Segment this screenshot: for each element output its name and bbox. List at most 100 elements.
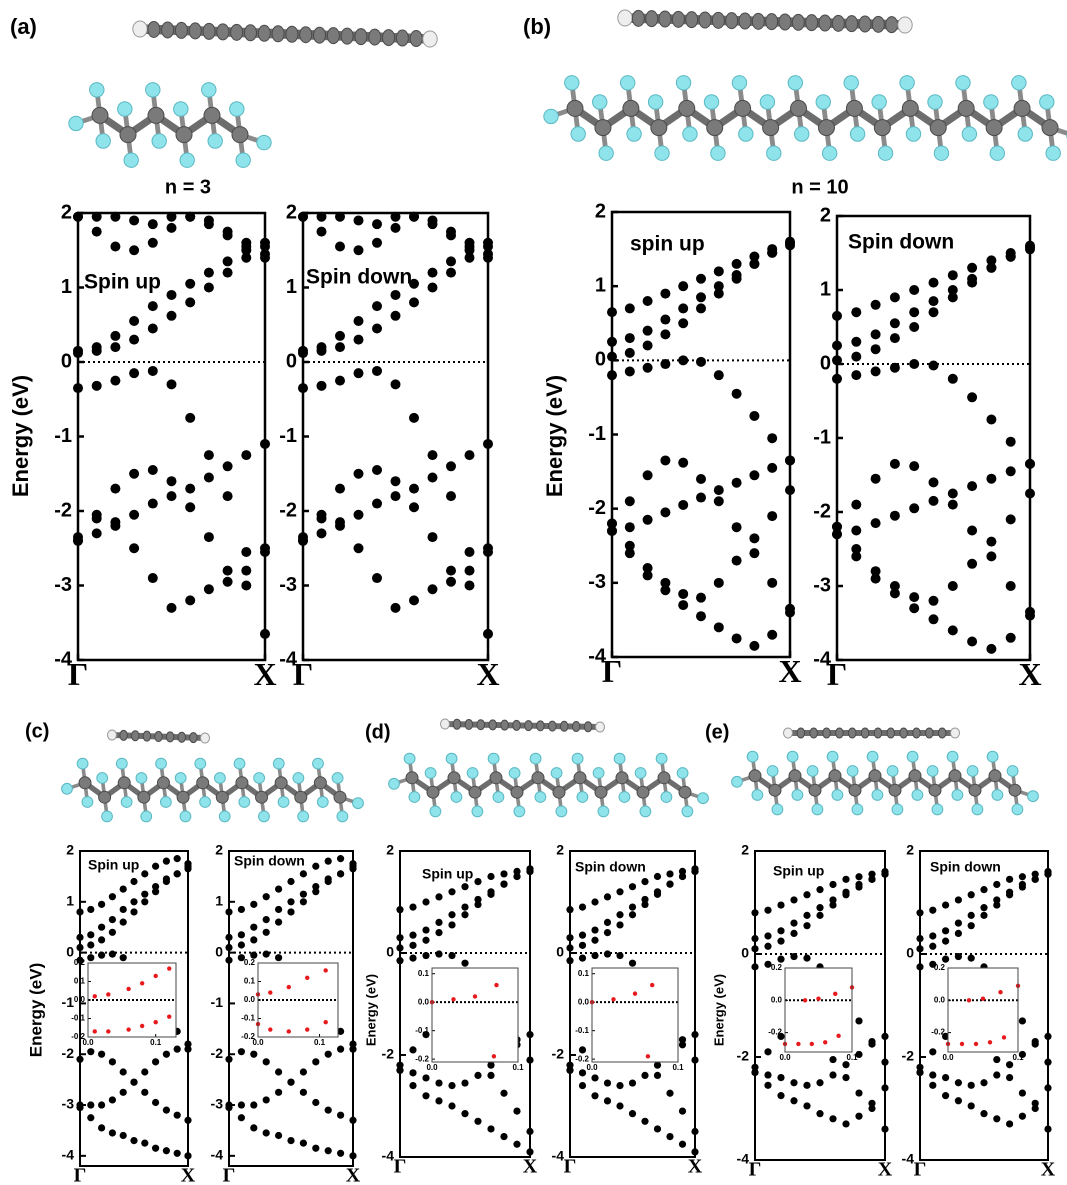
y-tick-label: 2 — [386, 842, 394, 858]
band-point — [654, 891, 661, 898]
band-point — [250, 1101, 257, 1108]
fluorine-atom — [1040, 95, 1054, 109]
carbon-atom — [120, 127, 136, 143]
fluorine-atom — [472, 806, 483, 817]
band-point — [871, 574, 881, 584]
band-point — [732, 259, 742, 269]
band-point — [960, 1042, 964, 1046]
band-point — [855, 1113, 862, 1120]
band-point — [204, 283, 214, 293]
band-point — [409, 1082, 416, 1089]
fluorine-atom — [788, 76, 802, 90]
carbon-atom — [832, 15, 844, 31]
y-tick-label: 0 — [286, 350, 297, 372]
y-tick-label: 2 — [286, 201, 297, 223]
band-point — [764, 1082, 771, 1089]
band-point — [714, 496, 724, 506]
band-point — [678, 589, 688, 599]
carbon-atom — [584, 722, 592, 732]
page: -4-3-2-1012ΓXSpin upEnergy (eV)(a)n = 3-… — [0, 0, 1067, 1185]
band-point — [317, 528, 327, 538]
band-point — [87, 931, 94, 938]
fluorine-atom — [208, 134, 222, 148]
carbon-atom — [132, 731, 140, 741]
inset-background — [948, 968, 1018, 1052]
band-chart: -4-3-2-1012ΓXSpin down — [813, 204, 1041, 692]
band-point — [955, 1097, 962, 1104]
band-point — [660, 585, 670, 595]
band-point — [679, 1108, 686, 1115]
band-point — [764, 943, 771, 950]
fluorine-atom — [317, 797, 328, 808]
fluorine-atom — [234, 758, 245, 769]
band-point — [1019, 873, 1026, 880]
fluorine-atom — [614, 753, 625, 764]
band-point — [855, 1017, 862, 1024]
carbon-atom — [244, 25, 256, 41]
band-point — [842, 891, 849, 898]
hydrogen-atom — [441, 719, 450, 729]
band-point — [591, 1092, 598, 1099]
band-point — [871, 366, 881, 376]
y-tick-label: 0.0 — [74, 995, 86, 1004]
band-point — [842, 876, 849, 883]
fluorine-atom — [298, 811, 309, 822]
band-point — [696, 274, 706, 284]
y-tick-label: -0.2 — [575, 1054, 589, 1063]
carbon-atom — [256, 791, 268, 803]
inset-chart: -0.2-0.10.00.10.00.1 — [415, 968, 524, 1072]
x-tick-label: 0.1 — [1012, 1053, 1024, 1062]
band-point — [153, 974, 157, 978]
fluorine-atom — [259, 811, 270, 822]
band-point — [422, 1092, 429, 1099]
band-point — [494, 983, 498, 987]
fluorine-atom — [425, 768, 436, 779]
band-point — [967, 263, 977, 273]
carbon-atom — [791, 100, 807, 116]
band-point — [337, 1150, 344, 1157]
chain-length-label: n = 3 — [165, 176, 211, 198]
band-point — [749, 548, 759, 558]
band-point — [223, 268, 233, 278]
band-point — [487, 1125, 494, 1132]
panel-title: Spin down — [930, 859, 1001, 875]
band-point — [929, 596, 939, 606]
band-point — [1006, 891, 1013, 898]
band-point — [354, 316, 364, 326]
y-tick-label: 0.2 — [244, 958, 256, 967]
carbon-atom — [448, 772, 460, 784]
fluorine-atom — [389, 778, 400, 789]
band-point — [204, 268, 214, 278]
band-point — [204, 450, 214, 460]
x-tick-label: X — [346, 1165, 361, 1185]
band-point — [409, 955, 416, 962]
y-tick-label: 0.2 — [771, 963, 783, 972]
fluorine-atom — [116, 758, 127, 769]
band-point — [625, 548, 635, 558]
band-point — [1006, 437, 1016, 447]
band-point — [325, 1107, 332, 1114]
fluorine-atom — [97, 773, 108, 784]
band-point — [942, 901, 949, 908]
x-tick-label: X — [1018, 656, 1041, 692]
band-point — [929, 1048, 936, 1055]
band-point — [87, 906, 94, 913]
band-point — [287, 908, 294, 915]
fluorine-atom — [887, 766, 898, 777]
y-tick-label: 0.0 — [578, 997, 590, 1006]
inset-background — [785, 968, 852, 1052]
band-point — [851, 551, 861, 561]
panel-title: Spin down — [848, 231, 954, 254]
band-point — [591, 937, 598, 944]
band-point — [942, 1074, 949, 1081]
fluorine-atom — [446, 753, 457, 764]
band-point — [148, 465, 158, 475]
band-point — [810, 1042, 814, 1046]
fluorine-atom — [627, 127, 641, 141]
carbon-atom — [549, 721, 557, 731]
fluorine-atom — [984, 95, 998, 109]
band-point — [275, 954, 282, 961]
band-point — [851, 307, 861, 317]
carbon-atom — [314, 27, 326, 43]
band-point — [148, 238, 158, 248]
